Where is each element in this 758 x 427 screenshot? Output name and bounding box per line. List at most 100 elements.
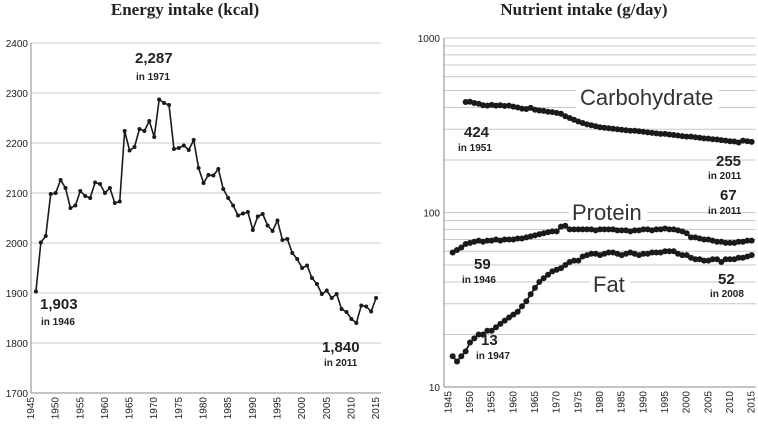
protein-data-point xyxy=(688,234,694,241)
carbohydrate-data-point xyxy=(748,138,755,145)
energy-data-point xyxy=(112,201,117,205)
energy-data-point xyxy=(191,138,196,142)
nutrient-x-tick-label: 2000 xyxy=(682,391,693,414)
fat-data-point xyxy=(709,256,716,263)
protein-data-point xyxy=(449,249,456,256)
energy-data-point xyxy=(68,206,73,210)
nutrient-annotation-value: 67 xyxy=(720,187,737,204)
energy-data-point xyxy=(270,229,275,233)
fat-label-backdrop xyxy=(590,270,630,298)
energy-x-tick-label: 1945 xyxy=(26,397,37,420)
energy-data-point xyxy=(58,178,63,182)
fat-data-point xyxy=(523,298,530,305)
protein-data-point xyxy=(562,222,569,229)
fat-data-point xyxy=(510,311,517,318)
energy-x-tick-label: 2015 xyxy=(371,397,382,420)
protein-data-point xyxy=(549,228,556,235)
energy-y-tick-labels: 1700 1800 1900 2000 2100 2200 2300 2400 xyxy=(6,39,29,400)
energy-data-point xyxy=(324,288,329,293)
nutrient-y-tick-labels: 10 100 1000 xyxy=(418,34,441,394)
protein-data-point xyxy=(553,228,560,235)
energy-data-point xyxy=(285,237,290,241)
nutrient-x-tick-label: 1980 xyxy=(595,391,606,414)
nutrient-annotation-value: 52 xyxy=(718,271,735,288)
carbohydrate-data-point xyxy=(701,135,707,142)
protein-data-point xyxy=(584,226,590,233)
energy-x-tick-label: 1970 xyxy=(149,397,160,420)
fat-data-point xyxy=(692,256,699,263)
nutrient-x-tick-label: 2005 xyxy=(703,391,714,414)
fat-data-point xyxy=(679,252,686,259)
energy-chart-title: Energy intake (kcal) xyxy=(111,0,259,19)
protein-data-point xyxy=(601,226,608,233)
energy-data-point xyxy=(364,304,369,309)
energy-data-point xyxy=(240,211,245,216)
energy-data-point xyxy=(374,296,379,300)
fat-data-point xyxy=(640,250,647,257)
energy-data-point xyxy=(206,173,211,177)
energy-data-point xyxy=(73,203,78,208)
energy-annotation-label: in 1946 xyxy=(41,317,75,328)
energy-data-point xyxy=(127,148,132,153)
protein-data-point xyxy=(506,236,512,243)
fat-data-point xyxy=(488,327,495,334)
fat-data-point xyxy=(501,317,508,324)
fat-data-point xyxy=(454,358,460,365)
nutrient-x-tick-label: 1975 xyxy=(573,391,584,414)
fat-data-point xyxy=(588,250,595,257)
energy-gridlines xyxy=(31,42,381,344)
carbohydrate-data-point xyxy=(545,108,551,115)
fat-data-point xyxy=(670,248,677,255)
energy-series-line xyxy=(35,98,377,325)
protein-data-point xyxy=(514,235,521,242)
nutrient-annotation-value: 255 xyxy=(716,153,741,170)
protein-data-point xyxy=(575,226,582,233)
fat-data-point xyxy=(649,249,655,256)
energy-y-tick-label: 2100 xyxy=(6,189,29,200)
energy-series xyxy=(33,97,379,325)
energy-data-point xyxy=(216,167,221,171)
fat-data-point xyxy=(462,348,469,355)
energy-data-point xyxy=(78,189,83,193)
energy-data-point xyxy=(250,228,255,232)
fat-data-point xyxy=(514,308,521,315)
fat-data-point xyxy=(497,320,504,327)
protein-data-point xyxy=(579,226,586,233)
energy-y-tick-label: 1800 xyxy=(6,339,29,350)
nutrient-annotation-label: in 1946 xyxy=(462,275,496,286)
energy-x-tick-label: 1985 xyxy=(223,397,234,420)
carbohydrate-data-point xyxy=(601,124,608,131)
energy-data-point xyxy=(176,146,181,150)
fat-data-point xyxy=(545,271,551,278)
energy-annotation-value: 1,840 xyxy=(322,339,360,356)
energy-data-point xyxy=(48,192,53,196)
energy-data-point xyxy=(305,263,310,268)
energy-data-point xyxy=(157,97,162,102)
energy-data-point xyxy=(295,257,300,261)
protein-data-point xyxy=(727,239,733,246)
fat-series-label: Fat xyxy=(593,272,625,297)
energy-x-tick-label: 2010 xyxy=(346,397,357,420)
energy-data-point xyxy=(359,303,364,308)
fat-data-point xyxy=(748,252,755,259)
fat-data-point xyxy=(558,265,564,272)
energy-x-tick-label: 2005 xyxy=(322,397,333,420)
energy-data-point xyxy=(186,148,191,152)
energy-data-point xyxy=(181,143,186,148)
energy-y-tick-label: 2200 xyxy=(6,139,29,150)
energy-data-point xyxy=(339,307,344,311)
carbohydrate-data-point xyxy=(614,126,621,133)
carbohydrate-data-point xyxy=(627,127,634,134)
energy-data-point xyxy=(167,103,172,107)
fat-data-point xyxy=(467,339,473,346)
protein-data-point xyxy=(501,236,508,243)
protein-data-point xyxy=(744,237,751,244)
carbohydrate-series-label: Carbohydrate xyxy=(580,85,713,110)
carbohydrate-data-point xyxy=(683,133,690,140)
nutrient-annotation-label: in 2008 xyxy=(710,289,744,300)
carbohydrate-data-point xyxy=(605,125,612,132)
fat-data-point xyxy=(532,284,538,291)
energy-annotation-value: 1,903 xyxy=(40,296,78,313)
fat-data-point xyxy=(458,353,465,360)
